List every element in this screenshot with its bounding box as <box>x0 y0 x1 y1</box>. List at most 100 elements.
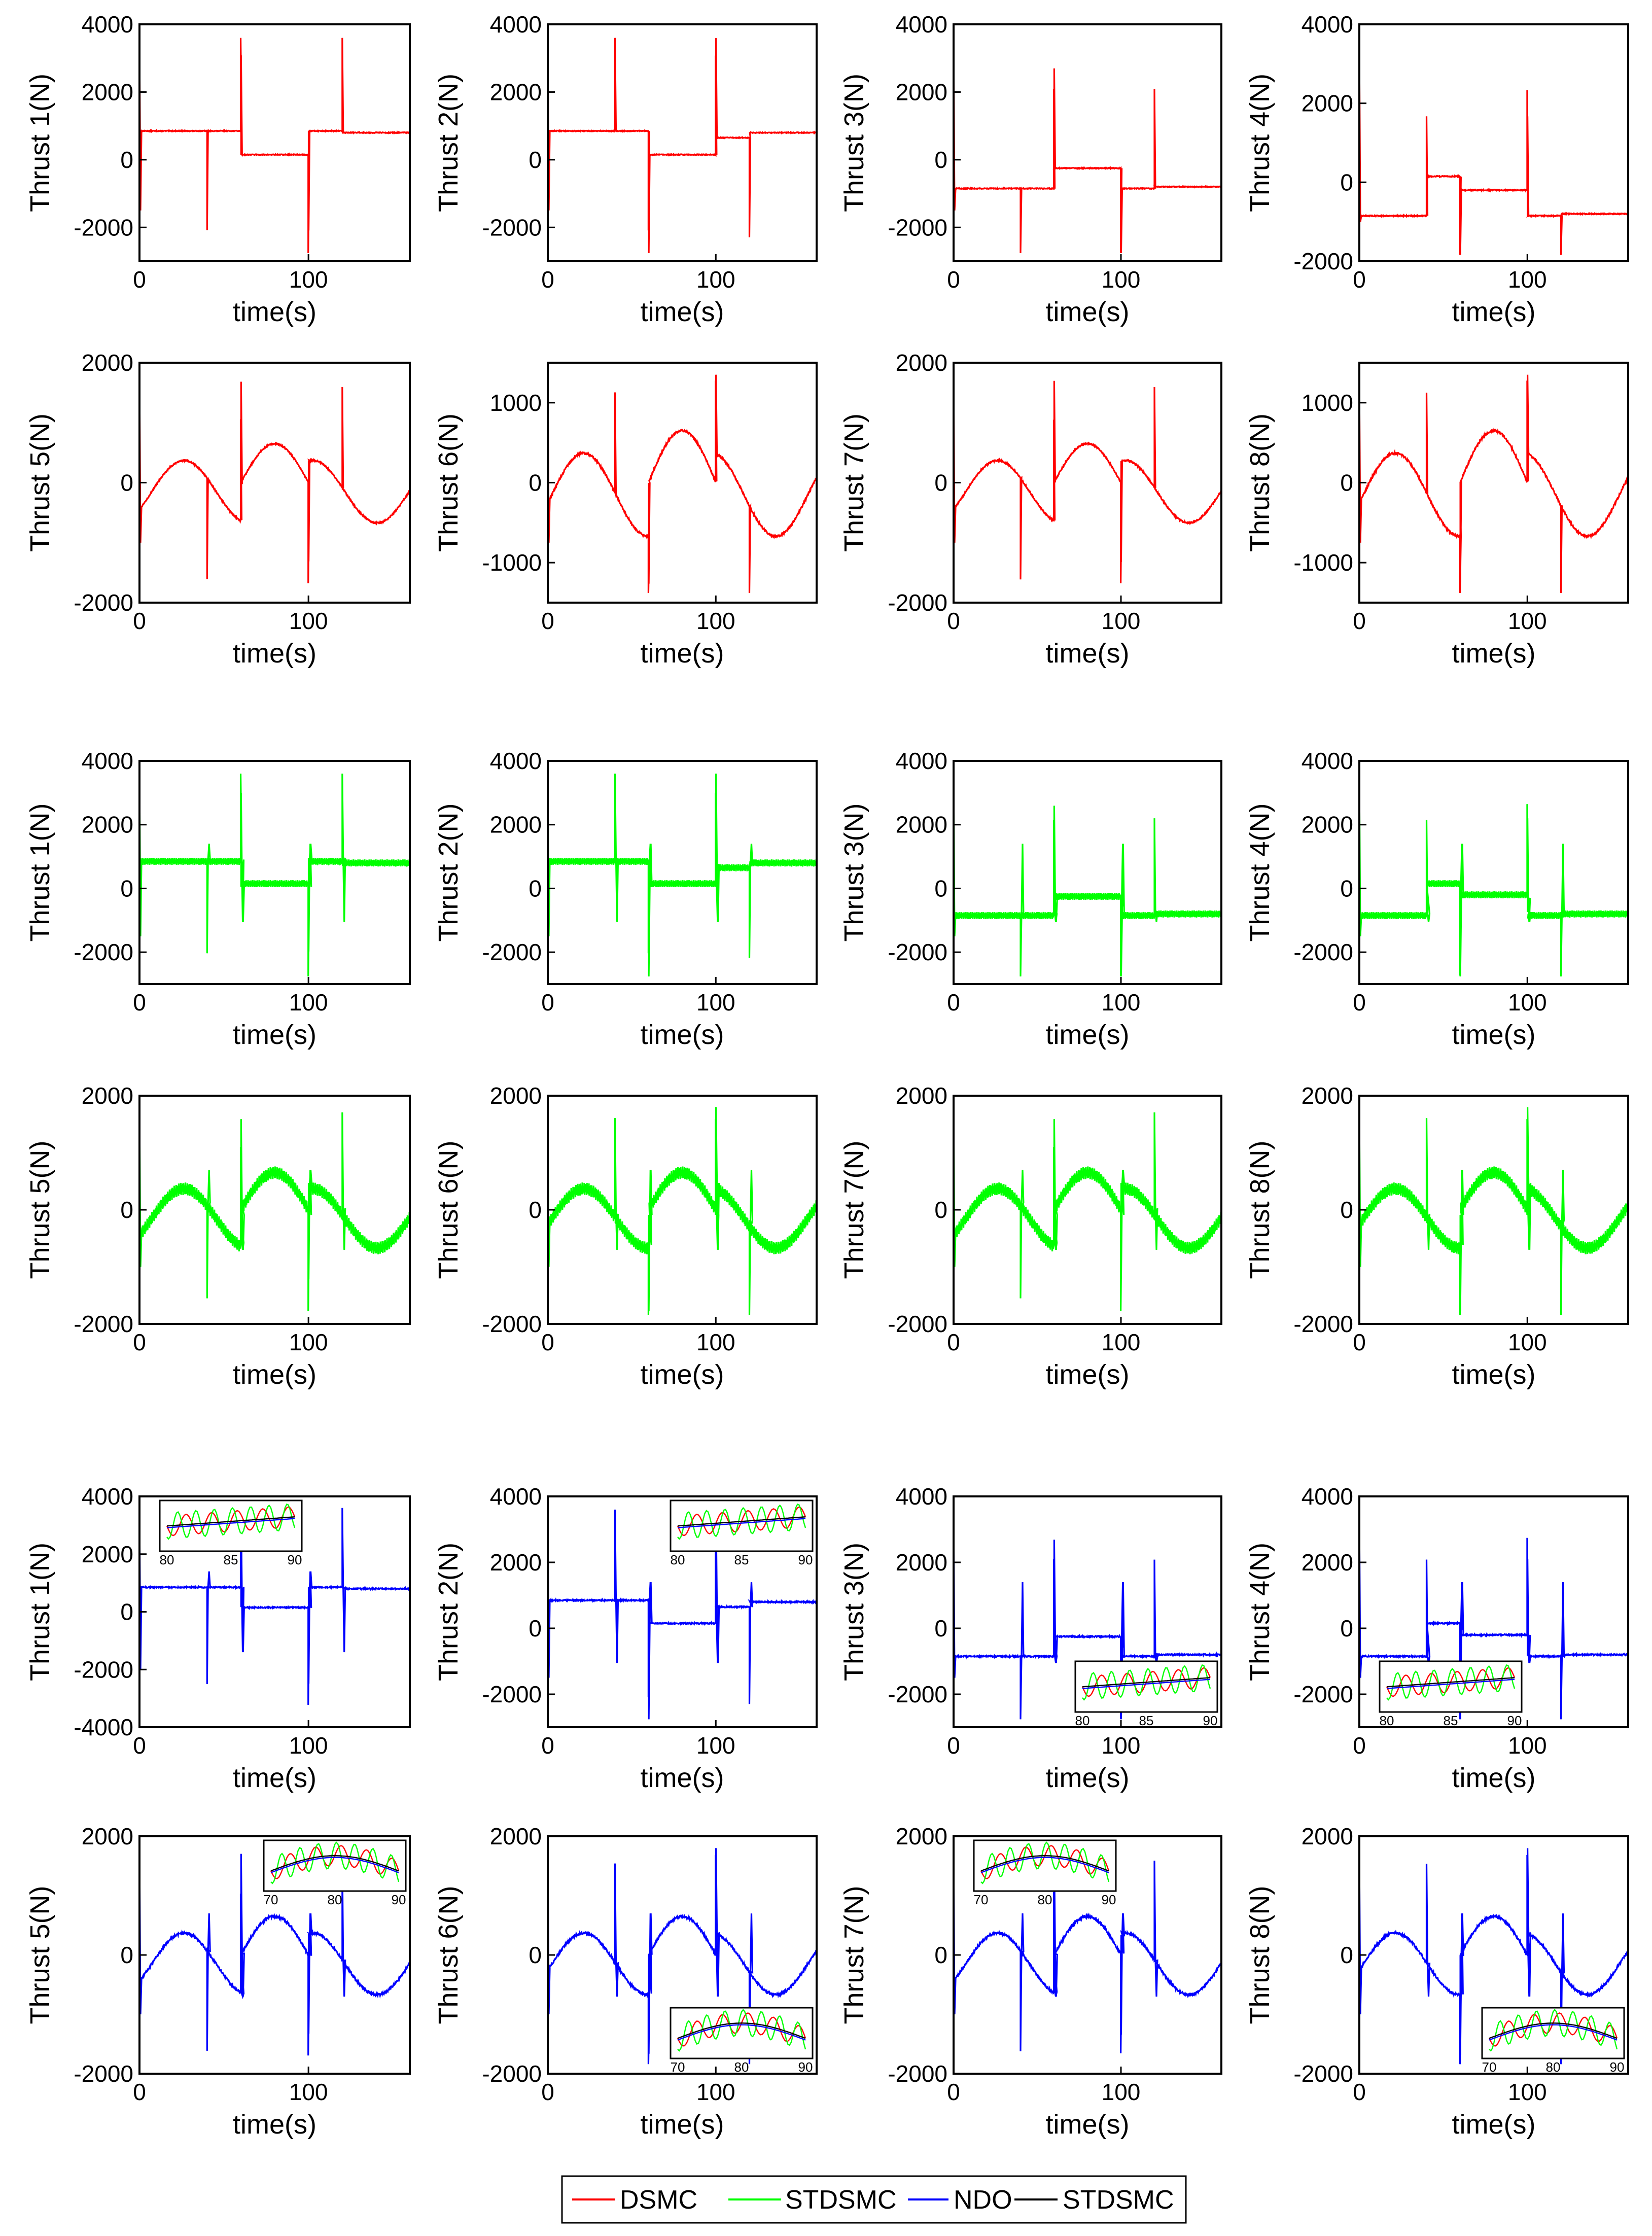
axes-frame <box>953 1495 1222 1728</box>
y-tick-label: 0 <box>120 1197 133 1223</box>
y-tick-label: 2000 <box>1302 1549 1353 1576</box>
axes-frame <box>1358 362 1629 604</box>
zoom-inset: 80 85 90 <box>1074 1660 1218 1728</box>
y-tick-label: 4000 <box>490 11 542 38</box>
x-axis-label: time(s) <box>1452 1763 1536 1793</box>
x-tick-label: 100 <box>289 266 328 293</box>
x-tick-label: 100 <box>289 1732 328 1759</box>
x-tick-label: 0 <box>541 1329 554 1355</box>
axes-frame <box>547 1095 818 1325</box>
legend-box <box>561 2175 1187 2224</box>
x-tick-label: 100 <box>289 1329 328 1355</box>
y-tick-label: 2000 <box>896 1082 947 1109</box>
series-line-stdsmc <box>1359 1107 1628 1315</box>
inset-series-line <box>980 1855 1109 1872</box>
legend-label: NDO <box>954 2185 1012 2215</box>
y-tick-label: -2000 <box>1293 1311 1353 1337</box>
inset-series-line <box>677 1518 806 1528</box>
x-tick-label: 0 <box>541 608 554 634</box>
inset-x-tick-label: 90 <box>1610 2059 1625 2075</box>
series-line-ndo-stdsmc <box>548 1509 817 1720</box>
y-tick-label: 0 <box>1340 169 1353 195</box>
y-axis-label: Thrust 3(N) <box>839 1543 869 1681</box>
inset-x-tick-label: 85 <box>224 1552 238 1567</box>
series-line-stdsmc <box>548 1107 817 1315</box>
subplot-ndo-stdsmc-thrust-2: -2000 0 2000 4000 0 100 time(s) Thrust 2(N) 80 85… <box>433 1483 818 1793</box>
inset-series-line <box>270 1841 400 1884</box>
x-axis-label: time(s) <box>1046 1359 1130 1390</box>
y-tick-label: 0 <box>120 875 133 901</box>
zoom-inset: 70 80 90 <box>1481 2007 1625 2075</box>
inset-x-tick-label: 80 <box>160 1552 174 1567</box>
x-tick-label: 100 <box>1508 1329 1547 1355</box>
inset-x-tick-label: 70 <box>1482 2059 1497 2075</box>
y-tick-label: 2000 <box>896 79 947 105</box>
x-tick-label: 100 <box>1508 608 1547 634</box>
inset-x-tick-label: 85 <box>734 1552 749 1567</box>
y-tick-label: 2000 <box>896 1549 947 1576</box>
inset-series-line <box>677 1503 806 1540</box>
series-line-ndo-stdsmc <box>139 1854 410 2056</box>
inset-x-tick-label: 80 <box>1038 1892 1052 1907</box>
inset-series-line <box>270 1857 399 1873</box>
y-tick-label: 2000 <box>1302 1823 1353 1849</box>
y-axis-label: Thrust 2(N) <box>433 1543 464 1681</box>
axes-frame <box>953 362 1222 604</box>
inset-frame <box>1481 2007 1625 2059</box>
x-tick-label: 100 <box>696 989 735 1016</box>
y-axis-label: Thrust 5(N) <box>25 413 55 552</box>
x-tick-label: 0 <box>947 989 960 1016</box>
series-line-dsmc <box>1359 374 1628 593</box>
inset-series-line <box>1082 1677 1211 1688</box>
y-tick-label: 0 <box>120 470 133 496</box>
y-tick-label: -2000 <box>74 1656 133 1683</box>
y-tick-label: -2000 <box>1293 2060 1353 2087</box>
y-tick-label: -2000 <box>1293 939 1353 965</box>
y-tick-label: -2000 <box>74 589 133 616</box>
y-tick-label: 2000 <box>1302 1082 1353 1109</box>
y-axis-label: Thrust 6(N) <box>433 1140 464 1279</box>
axes-frame <box>953 1095 1222 1325</box>
x-tick-label: 100 <box>1508 2079 1547 2105</box>
x-axis-label: time(s) <box>233 1020 317 1050</box>
series-line-stdsmc <box>1359 780 1628 976</box>
y-tick-label: 4000 <box>82 11 133 38</box>
y-tick-label: 0 <box>529 147 542 173</box>
inset-series-line <box>980 1857 1109 1873</box>
inset-series-line <box>1082 1664 1211 1701</box>
axes-frame <box>1358 1495 1629 1728</box>
x-tick-label: 100 <box>289 989 328 1016</box>
y-tick-label: 0 <box>529 1942 542 1968</box>
y-tick-label: -2000 <box>482 214 542 240</box>
inset-series-line <box>677 2009 806 2052</box>
axes-frame <box>138 1095 411 1325</box>
y-tick-label: -2000 <box>1293 248 1353 274</box>
y-tick-label: -2000 <box>888 939 947 965</box>
x-tick-label: 100 <box>696 608 735 634</box>
y-axis-label: Thrust 1(N) <box>25 1543 55 1681</box>
y-tick-label: 0 <box>1340 875 1353 901</box>
y-tick-label: -2000 <box>74 939 133 965</box>
x-tick-label: 100 <box>1508 989 1547 1016</box>
legend-label: DSMC <box>620 2185 697 2215</box>
y-tick-label: -2000 <box>888 214 947 240</box>
x-axis-label: time(s) <box>1046 1763 1130 1793</box>
x-tick-label: 0 <box>133 1329 146 1355</box>
y-tick-label: 2000 <box>896 350 947 376</box>
inset-x-tick-label: 90 <box>1102 1892 1116 1907</box>
legend: DSMC STDSMC NDO STDSMC <box>561 2175 1187 2224</box>
x-tick-label: 0 <box>133 266 146 293</box>
subplot-dsmc-thrust-6: -1000 0 1000 0 100 time(s) Thrust 6(N) <box>433 362 818 669</box>
axes-frame <box>953 760 1222 985</box>
series-line-stdsmc <box>139 1112 410 1311</box>
y-tick-label: 0 <box>934 1615 947 1641</box>
x-tick-label: 0 <box>1353 608 1366 634</box>
inset-x-tick-label: 80 <box>1380 1713 1394 1728</box>
y-axis-label: Thrust 8(N) <box>1245 1885 1275 2024</box>
y-tick-label: -2000 <box>888 1681 947 1707</box>
